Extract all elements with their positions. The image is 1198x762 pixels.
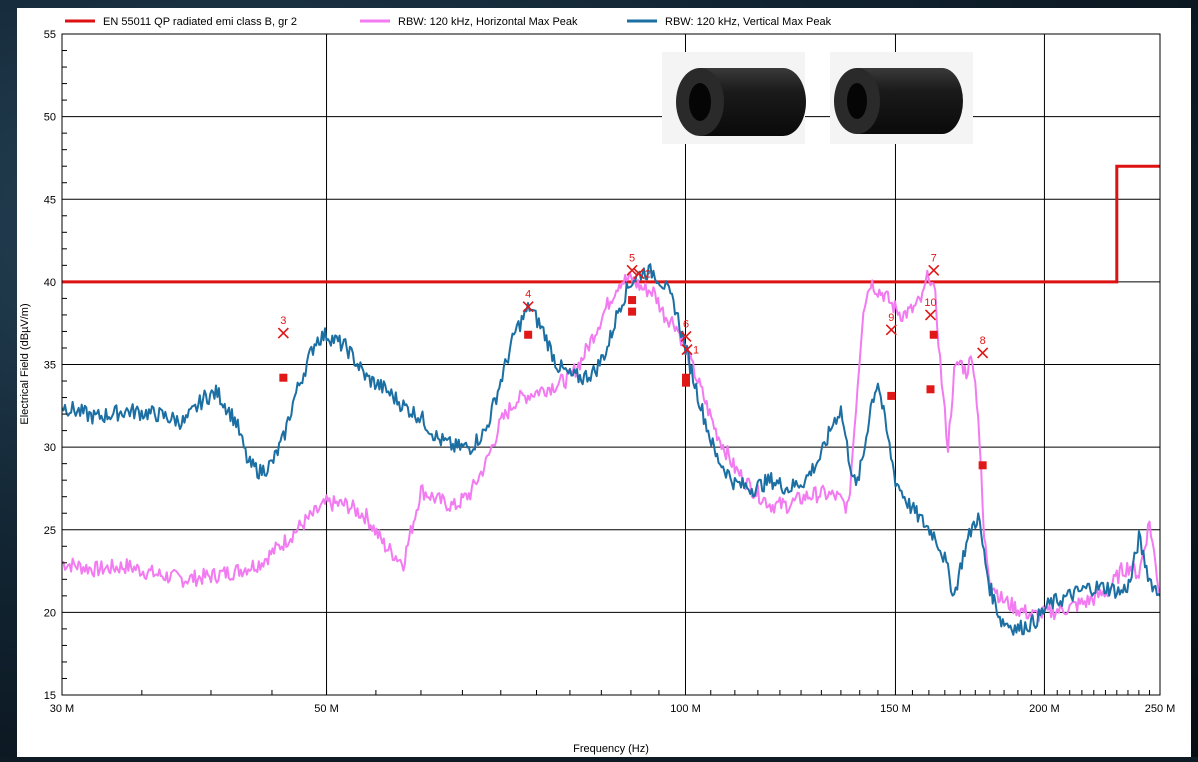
marker-qp <box>682 378 691 387</box>
marker-label: 6 <box>683 318 689 330</box>
chart-legend: EN 55011 QP radiated emi class B, gr 2 RB… <box>65 16 832 28</box>
marker-peak <box>924 309 937 321</box>
x-tick-label: 150 M <box>880 703 911 715</box>
series-group <box>62 164 1160 636</box>
legend-label: RBW: 120 kHz, Vertical Max Peak <box>665 16 832 28</box>
marker-peak <box>885 324 897 336</box>
y-tick-label: 20 <box>44 607 56 619</box>
y-tick-label: 30 <box>44 442 56 454</box>
y-tick-label: 35 <box>44 360 56 372</box>
y-tick-label: 50 <box>44 112 56 124</box>
y-axis-label: Electrical Field (dBµV/m) <box>19 303 31 424</box>
y-tick-label: 25 <box>44 525 56 537</box>
marker-label: 3 <box>280 315 286 327</box>
y-tick-label: 55 <box>44 29 56 41</box>
marker-group: 3 4 5 6 7 8 9 10 1 2 <box>277 252 989 470</box>
marker-peak <box>626 264 638 276</box>
marker-qp <box>887 391 896 400</box>
marker-peak <box>522 301 534 313</box>
marker-qp <box>682 373 691 382</box>
chart-grid <box>61 33 1161 696</box>
marker-label: 8 <box>980 335 986 347</box>
marker-peak <box>977 347 989 359</box>
marker-peak <box>277 327 289 339</box>
marker-qp <box>978 461 987 470</box>
marker-label: 4 <box>525 289 531 301</box>
marker-label: 1 <box>693 345 699 357</box>
y-tick-label: 40 <box>44 277 56 289</box>
marker-label: 2 <box>645 269 651 281</box>
marker-qp <box>628 307 637 316</box>
x-tick-label: 200 M <box>1029 703 1060 715</box>
marker-qp <box>929 330 938 339</box>
plot-frame <box>61 33 1161 696</box>
header-fragment-text: Radiation <box>1117 8 1189 18</box>
marker-label: 9 <box>888 312 894 324</box>
series-vertical-trace <box>62 263 1160 636</box>
y-tick-label: 15 <box>44 690 56 702</box>
marker-peak <box>928 264 940 276</box>
marker-peak <box>633 268 645 280</box>
x-tick-label: 250 M <box>1145 703 1176 715</box>
chart-panel: Radiation EN 55011 QP radiated emi class… <box>17 8 1191 757</box>
marker-label: 10 <box>924 297 936 309</box>
x-axis-label: Frequency (Hz) <box>573 743 649 755</box>
marker-label: 5 <box>629 252 635 264</box>
marker-qp <box>279 373 288 382</box>
marker-label: 7 <box>931 252 937 264</box>
marker-peak <box>680 330 692 342</box>
y-tick-label: 45 <box>44 194 56 206</box>
x-tick-label: 30 M <box>50 703 74 715</box>
x-tick-label: 50 M <box>314 703 338 715</box>
legend-label: RBW: 120 kHz, Horizontal Max Peak <box>398 16 578 28</box>
series-horizontal-trace <box>62 269 1160 623</box>
emission-chart: EN 55011 QP radiated emi class B, gr 2 RB… <box>19 16 1176 755</box>
marker-qp <box>628 296 637 305</box>
series-limit-line <box>62 164 1160 284</box>
marker-qp <box>926 385 935 394</box>
ferrite-cores-icon <box>662 52 973 144</box>
legend-label: EN 55011 QP radiated emi class B, gr 2 <box>103 16 297 28</box>
marker-qp <box>524 330 533 339</box>
marker-peak <box>681 344 693 356</box>
x-tick-label: 100 M <box>670 703 701 715</box>
